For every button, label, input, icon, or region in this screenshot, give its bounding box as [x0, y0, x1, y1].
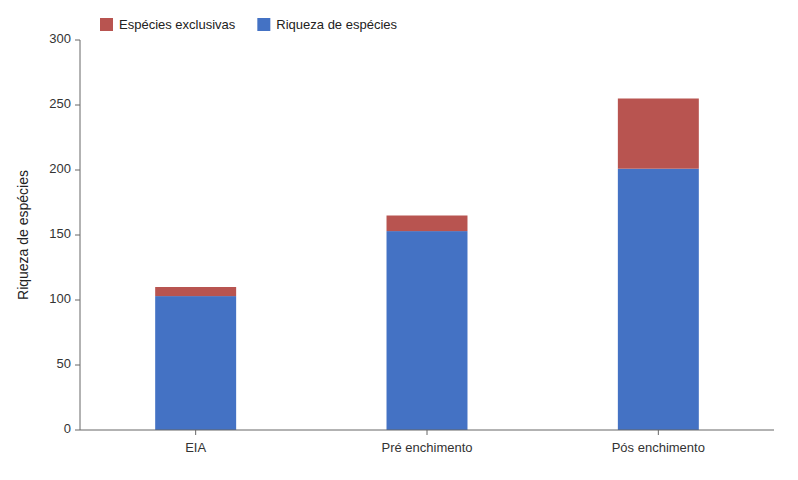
- chart-container: 0 50 100 150 200 250 300 EIA Pré enchimento Pós e…: [0, 0, 798, 480]
- y-tick: [75, 235, 80, 236]
- y-tick: [75, 300, 80, 301]
- x-tick-label: EIA: [185, 440, 206, 455]
- legend-label: Espécies exclusivas: [119, 17, 236, 32]
- y-tick-label: 300: [49, 31, 71, 46]
- x-tick: [658, 430, 659, 435]
- bar: [387, 216, 468, 232]
- x-tick: [427, 430, 428, 435]
- bar: [155, 287, 236, 296]
- bar: [618, 99, 699, 169]
- x-tick-label: Pós enchimento: [612, 440, 705, 455]
- bar: [155, 296, 236, 430]
- y-tick-label: 200: [49, 161, 71, 176]
- legend-swatch: [100, 18, 113, 31]
- y-tick: [75, 105, 80, 106]
- bar: [618, 169, 699, 430]
- y-tick: [75, 170, 80, 171]
- legend: Espécies exclusivas Riqueza de espécies: [100, 17, 398, 32]
- bar: [387, 231, 468, 430]
- y-tick-label: 50: [57, 356, 71, 371]
- y-tick-label: 0: [64, 421, 71, 436]
- y-axis-label: Riqueza de espécies: [15, 170, 31, 300]
- y-tick-label: 250: [49, 96, 71, 111]
- y-tick-label: 150: [49, 226, 71, 241]
- x-tick-label: Pré enchimento: [381, 440, 472, 455]
- y-tick: [75, 365, 80, 366]
- bars: [155, 99, 699, 431]
- y-tick: [75, 40, 80, 41]
- y-tick-label: 100: [49, 291, 71, 306]
- chart: 0 50 100 150 200 250 300 EIA Pré enchimento Pós e…: [0, 0, 798, 480]
- legend-label: Riqueza de espécies: [276, 17, 397, 32]
- x-tick: [195, 430, 196, 435]
- legend-swatch: [257, 18, 270, 31]
- y-tick: [75, 430, 80, 431]
